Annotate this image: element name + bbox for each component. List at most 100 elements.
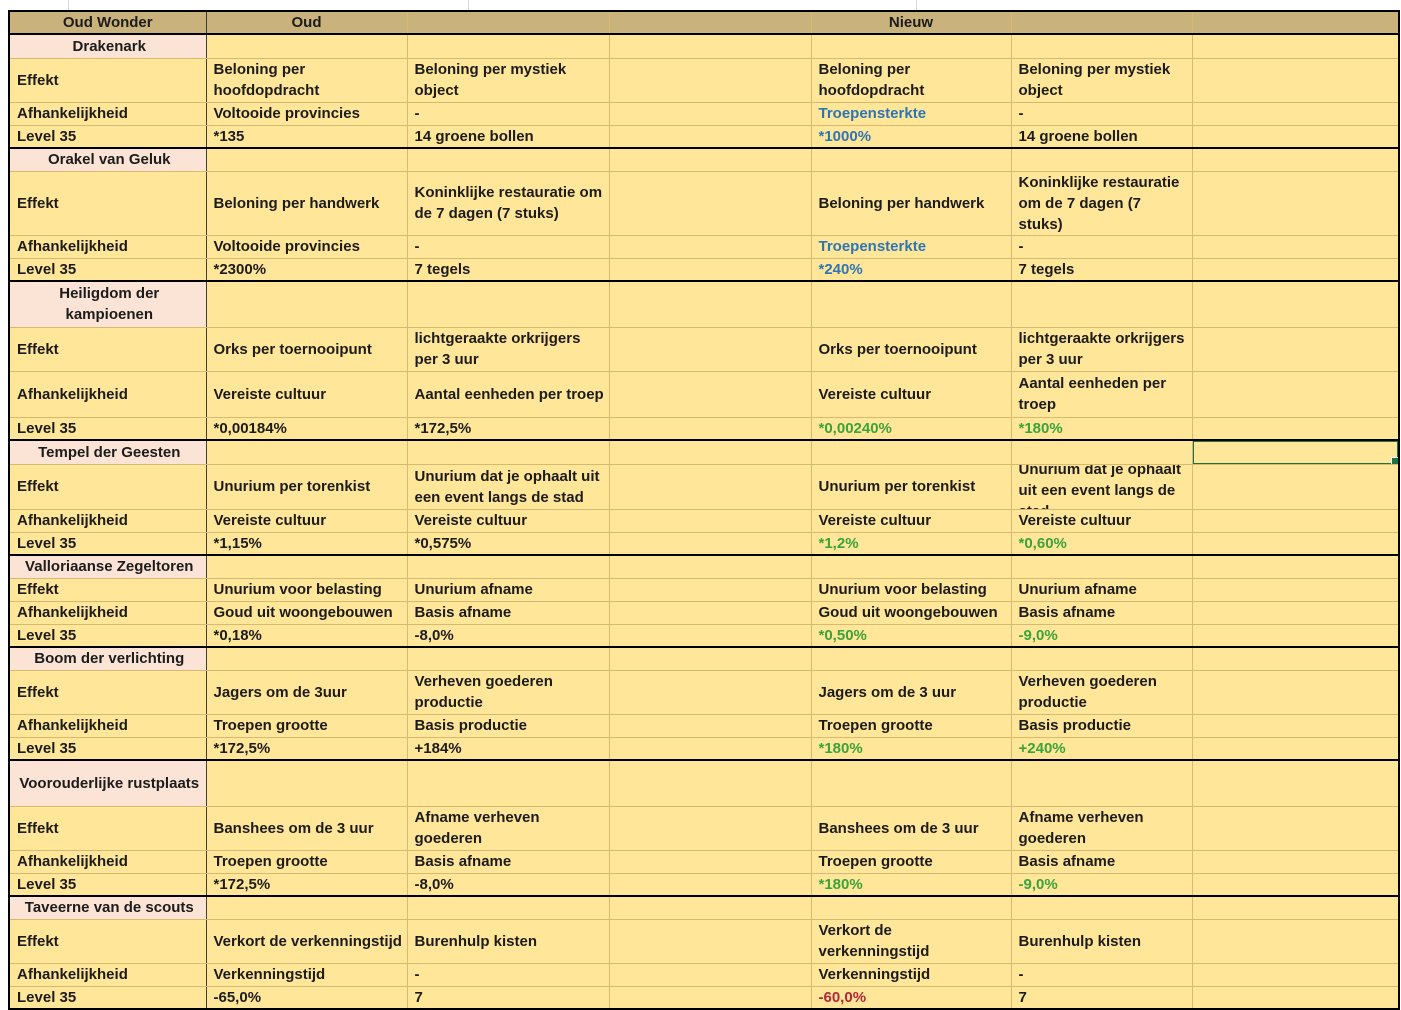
row-label-cell[interactable]: Effekt xyxy=(8,170,207,236)
value-cell[interactable]: 7 tegels xyxy=(406,257,610,282)
value-cell[interactable]: Basis productie xyxy=(406,713,610,738)
empty-cell[interactable] xyxy=(810,33,1012,59)
value-cell[interactable]: *180% xyxy=(810,872,1012,897)
value-cell[interactable]: Basis afname xyxy=(1010,600,1193,625)
value-cell[interactable]: Basis productie xyxy=(1010,713,1193,738)
spacer-cell[interactable] xyxy=(608,646,812,671)
value-cell[interactable]: - xyxy=(406,101,610,126)
value-cell[interactable]: lichtgeraakte orkrijgers per 3 uur xyxy=(406,326,610,372)
value-cell[interactable]: - xyxy=(1010,234,1193,259)
empty-cell[interactable] xyxy=(1191,577,1400,602)
value-cell[interactable]: Jagers om de 3 uur xyxy=(810,669,1012,715)
value-cell[interactable]: Beloning per hoofdopdracht xyxy=(205,57,408,103)
empty-cell[interactable] xyxy=(810,646,1012,671)
value-cell[interactable]: Unurium per torenkist xyxy=(205,463,408,510)
value-cell[interactable]: *0,18% xyxy=(205,623,408,648)
empty-cell[interactable] xyxy=(1191,554,1400,579)
empty-cell[interactable] xyxy=(205,147,408,172)
empty-cell[interactable] xyxy=(1191,33,1400,59)
value-cell[interactable]: *1000% xyxy=(810,124,1012,149)
empty-cell[interactable] xyxy=(406,646,610,671)
value-cell[interactable]: Unurium voor belasting xyxy=(810,577,1012,602)
header-cell[interactable] xyxy=(608,10,812,35)
value-cell[interactable]: - xyxy=(406,234,610,259)
value-cell[interactable]: Troepen grootte xyxy=(205,849,408,874)
value-cell[interactable]: *180% xyxy=(810,736,1012,761)
section-title-valloriaanse[interactable]: Valloriaanse Zegeltoren xyxy=(8,554,207,579)
value-cell[interactable]: -60,0% xyxy=(810,985,1012,1009)
value-cell[interactable]: Afname verheven goederen xyxy=(1010,805,1193,851)
value-cell[interactable]: Aantal eenheden per troep xyxy=(406,370,610,418)
row-label-cell[interactable]: Effekt xyxy=(8,57,207,103)
value-cell[interactable]: -9,0% xyxy=(1010,872,1193,897)
value-cell[interactable]: Troepen grootte xyxy=(810,849,1012,874)
value-cell[interactable]: Troepensterkte xyxy=(810,234,1012,259)
row-label-cell[interactable]: Afhankelijkheid xyxy=(8,101,207,126)
value-cell[interactable]: *180% xyxy=(1010,416,1193,441)
empty-cell[interactable] xyxy=(1191,713,1400,738)
value-cell[interactable]: Troepensterkte xyxy=(810,101,1012,126)
value-cell[interactable]: Goud uit woongebouwen xyxy=(810,600,1012,625)
value-cell[interactable]: Unurium voor belasting xyxy=(205,577,408,602)
value-cell[interactable]: Koninklijke restauratie om de 7 dagen (7… xyxy=(406,170,610,236)
row-label-cell[interactable]: Afhankelijkheid xyxy=(8,370,207,418)
empty-cell[interactable] xyxy=(1191,170,1400,236)
value-cell[interactable]: -8,0% xyxy=(406,623,610,648)
spacer-cell[interactable] xyxy=(608,918,812,964)
value-cell[interactable]: Troepen grootte xyxy=(810,713,1012,738)
value-cell[interactable]: *0,00240% xyxy=(810,416,1012,441)
value-cell[interactable]: Beloning per handwerk xyxy=(205,170,408,236)
empty-cell[interactable] xyxy=(406,895,610,920)
empty-cell[interactable] xyxy=(810,759,1012,807)
section-title-tempel[interactable]: Tempel der Geesten xyxy=(8,439,207,465)
empty-cell[interactable] xyxy=(1191,985,1400,1009)
empty-cell[interactable] xyxy=(1191,600,1400,625)
empty-cell[interactable] xyxy=(406,147,610,172)
spacer-cell[interactable] xyxy=(608,669,812,715)
empty-cell[interactable] xyxy=(810,147,1012,172)
row-label-cell[interactable]: Level 35 xyxy=(8,124,207,149)
empty-cell[interactable] xyxy=(1191,646,1400,671)
spacer-cell[interactable] xyxy=(608,416,812,441)
spacer-cell[interactable] xyxy=(608,623,812,648)
value-cell[interactable]: Unurium dat je ophaalt uit een event lan… xyxy=(1010,463,1193,510)
spacer-cell[interactable] xyxy=(608,600,812,625)
section-title-heiligdom[interactable]: Heiligdom der kampioenen xyxy=(8,280,207,328)
value-cell[interactable]: - xyxy=(1010,962,1193,987)
empty-cell[interactable] xyxy=(1191,370,1400,418)
empty-cell[interactable] xyxy=(406,33,610,59)
value-cell[interactable]: *0,60% xyxy=(1010,531,1193,556)
row-label-cell[interactable]: Level 35 xyxy=(8,736,207,761)
spacer-cell[interactable] xyxy=(608,759,812,807)
value-cell[interactable]: *1,2% xyxy=(810,531,1012,556)
value-cell[interactable]: - xyxy=(1010,101,1193,126)
empty-cell[interactable] xyxy=(1191,962,1400,987)
value-cell[interactable]: Vereiste cultuur xyxy=(205,370,408,418)
selected-cell[interactable] xyxy=(1191,439,1400,465)
value-cell[interactable]: Verkenningstijd xyxy=(205,962,408,987)
empty-cell[interactable] xyxy=(1191,805,1400,851)
empty-cell[interactable] xyxy=(1191,849,1400,874)
header-cell[interactable] xyxy=(1191,10,1400,35)
empty-cell[interactable] xyxy=(1010,895,1193,920)
empty-cell[interactable] xyxy=(810,439,1012,465)
header-cell[interactable] xyxy=(406,10,610,35)
empty-cell[interactable] xyxy=(1191,531,1400,556)
empty-cell[interactable] xyxy=(1191,326,1400,372)
section-title-taveerne[interactable]: Taveerne van de scouts xyxy=(8,895,207,920)
section-title-boom[interactable]: Boom der verlichting xyxy=(8,646,207,671)
empty-cell[interactable] xyxy=(810,280,1012,328)
spacer-cell[interactable] xyxy=(608,895,812,920)
empty-cell[interactable] xyxy=(1010,554,1193,579)
empty-cell[interactable] xyxy=(1191,280,1400,328)
row-label-cell[interactable]: Level 35 xyxy=(8,531,207,556)
value-cell[interactable]: Basis afname xyxy=(406,849,610,874)
spacer-cell[interactable] xyxy=(608,736,812,761)
empty-cell[interactable] xyxy=(1191,147,1400,172)
empty-cell[interactable] xyxy=(1191,124,1400,149)
empty-cell[interactable] xyxy=(1191,895,1400,920)
value-cell[interactable]: Unurium afname xyxy=(406,577,610,602)
value-cell[interactable]: 14 groene bollen xyxy=(406,124,610,149)
empty-cell[interactable] xyxy=(1010,646,1193,671)
empty-cell[interactable] xyxy=(810,554,1012,579)
